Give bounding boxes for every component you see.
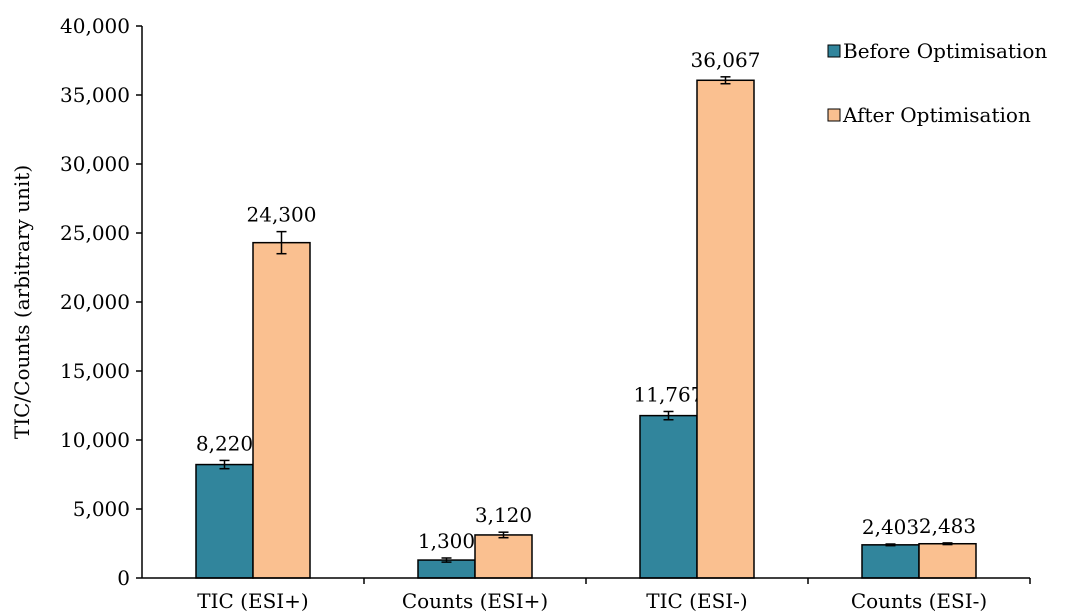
y-tick-label: 25,000 — [60, 221, 130, 245]
y-tick-label: 15,000 — [60, 359, 130, 383]
x-tick-label: Counts (ESI+) — [402, 589, 548, 613]
data-label: 8,220 — [196, 431, 253, 455]
y-tick-label: 40,000 — [60, 14, 130, 38]
axes — [141, 26, 1030, 579]
data-label: 11,767 — [634, 382, 704, 406]
data-label: 3,120 — [475, 503, 532, 527]
legend-swatch — [827, 108, 841, 122]
y-tick-label: 30,000 — [60, 152, 130, 176]
y-tick-label: 0 — [117, 566, 130, 590]
y-tick-label: 35,000 — [60, 83, 130, 107]
bar — [474, 534, 533, 579]
legend-label: Before Optimisation — [843, 39, 1047, 63]
data-label: 36,067 — [691, 48, 761, 72]
bar — [861, 544, 920, 579]
y-axis-title: TIC/Counts (arbitrary unit) — [10, 165, 34, 439]
y-tick-label: 20,000 — [60, 290, 130, 314]
legend-label: After Optimisation — [842, 103, 1031, 127]
bar — [252, 241, 311, 579]
data-label: 2,483 — [919, 514, 976, 538]
x-tick-label: TIC (ESI-) — [646, 589, 747, 613]
x-tick-label: TIC (ESI+) — [197, 589, 308, 613]
legend-swatch — [827, 44, 841, 58]
x-tick-label: Counts (ESI-) — [851, 589, 987, 613]
y-axis-ticks: 0 5,000 10,000 15,000 20,000 25,000 30,000 35,0… — [60, 14, 1031, 590]
data-label: 24,300 — [247, 203, 317, 227]
bar — [696, 79, 755, 579]
data-label: 1,300 — [418, 529, 475, 553]
data-label: 2,403 — [862, 515, 919, 539]
bar — [918, 542, 977, 579]
bar — [639, 414, 698, 579]
x-axis-labels: TIC (ESI+) Counts (ESI+) TIC (ESI-) Counts … — [197, 589, 987, 613]
legend: Before Optimisation After Optimisation — [827, 39, 1047, 127]
bar — [195, 463, 254, 579]
y-tick-label: 5,000 — [73, 497, 130, 521]
y-tick-label: 10,000 — [60, 428, 130, 452]
